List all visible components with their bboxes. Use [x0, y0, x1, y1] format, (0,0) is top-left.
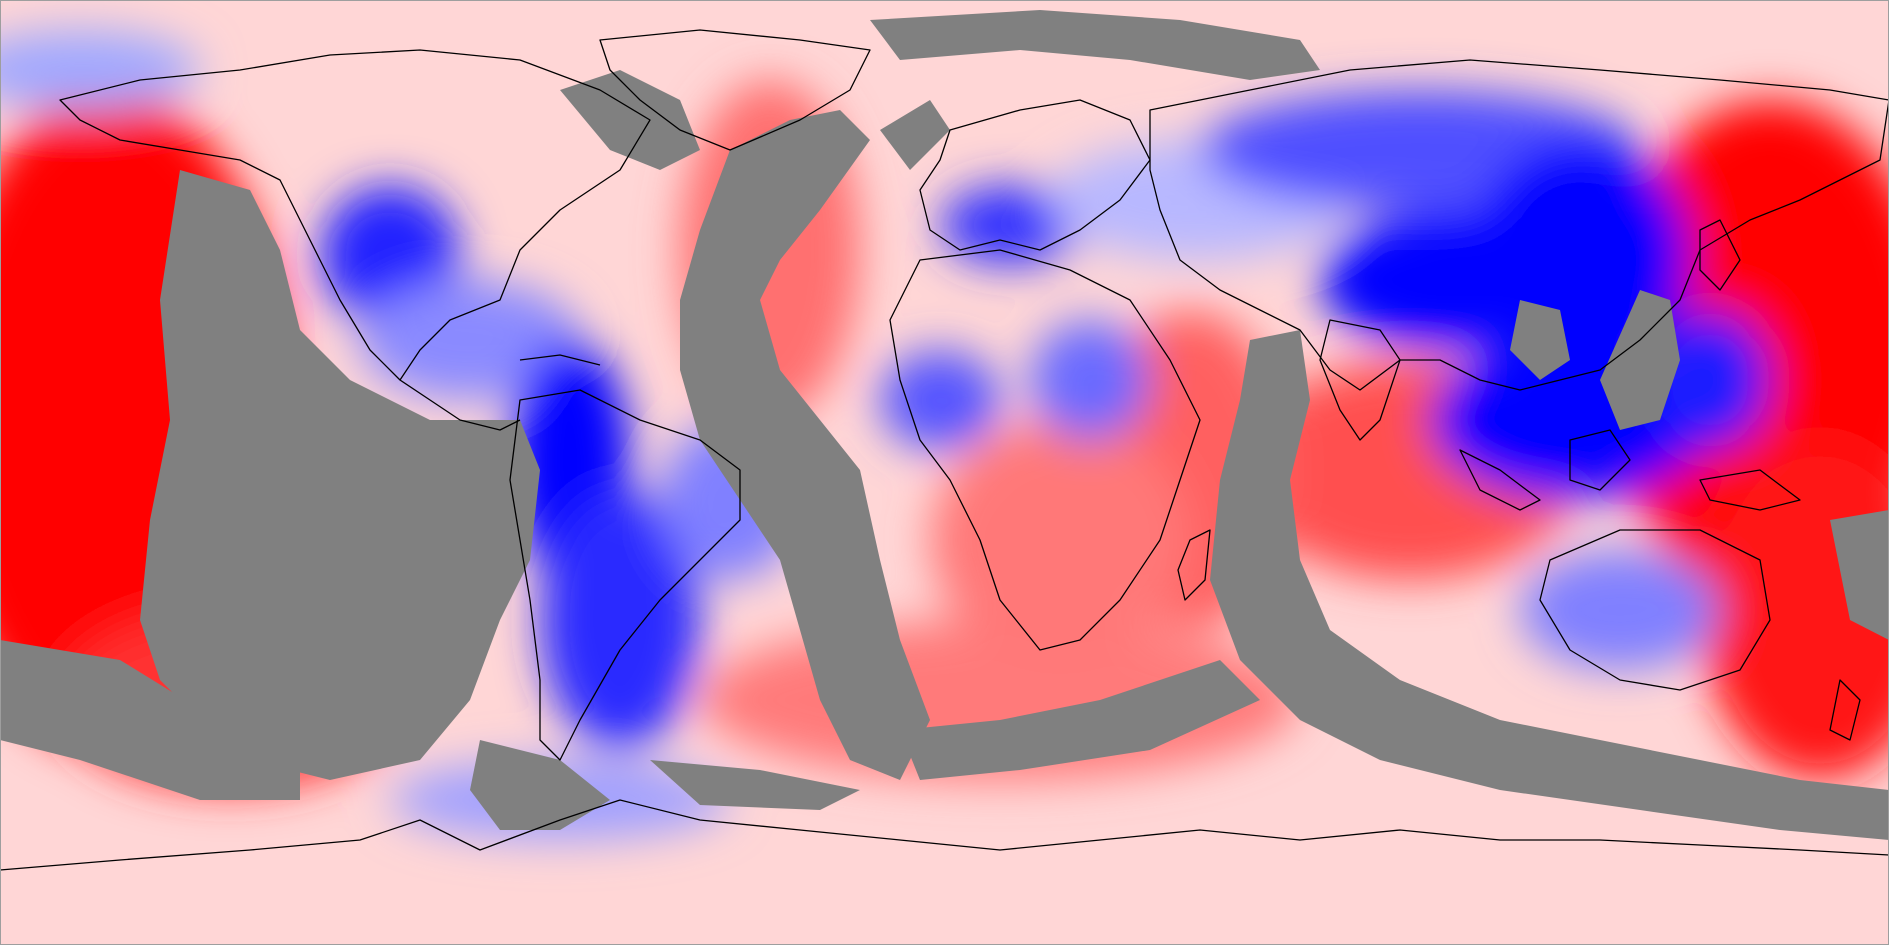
mask-south-atlantic: [900, 660, 1260, 780]
mask-indian-ocean: [1210, 330, 1889, 840]
mask-south-pacific: [0, 640, 300, 800]
coast-new-guinea: [1699, 469, 1801, 511]
coast-south-america: [509, 389, 741, 761]
mask-pacific-east-edge: [1830, 510, 1889, 640]
coast-antarctica: [0, 799, 1889, 871]
mask-drake: [470, 740, 610, 830]
mask-arctic-strip: [870, 10, 1320, 80]
mask-south-china: [1510, 300, 1570, 380]
coast-europe: [919, 99, 1151, 251]
mask-greenland-sea: [880, 100, 950, 170]
coast-greenland: [599, 29, 871, 151]
coast-north-america: [59, 49, 651, 381]
mask-antarctic-peninsula: [650, 760, 860, 810]
masked-regions: [0, 10, 1889, 840]
mask-east-pacific: [140, 170, 540, 780]
coast-australia: [1539, 529, 1771, 691]
coast-japan: [1699, 219, 1741, 291]
coast-sumatra: [1459, 449, 1541, 511]
coast-asia: [1149, 59, 1889, 391]
mask-north-atlantic: [560, 70, 700, 170]
coast-borneo: [1569, 429, 1631, 491]
coast-caribbean: [519, 354, 601, 366]
coast-central-america: [399, 379, 521, 431]
coastlines: [0, 29, 1889, 871]
coast-africa: [889, 249, 1201, 651]
coast-new-zealand: [1829, 679, 1861, 741]
coast-madagascar: [1177, 529, 1211, 601]
coast-india: [1319, 319, 1401, 441]
mask-mid-atlantic: [680, 110, 930, 780]
mask-west-pacific: [1600, 290, 1680, 430]
